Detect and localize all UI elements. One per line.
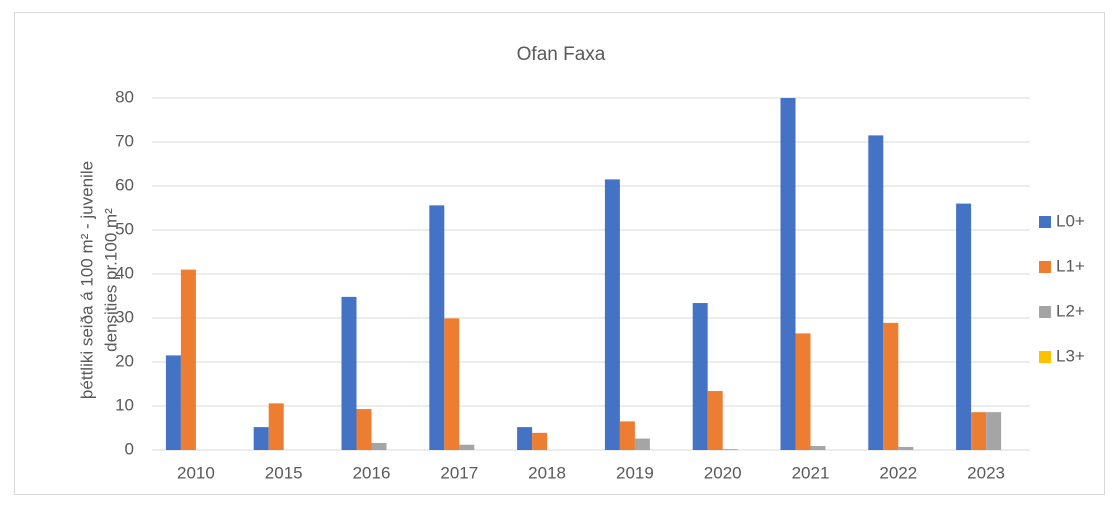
legend-swatch bbox=[1039, 216, 1051, 228]
y-axis-title-line: þéttliki seiða á 100 m² - juvenile bbox=[77, 161, 96, 399]
x-tick-label: 2017 bbox=[440, 463, 478, 482]
x-tick-label: 2020 bbox=[704, 463, 742, 482]
y-tick-label: 70 bbox=[115, 131, 134, 150]
bar bbox=[868, 135, 884, 450]
y-tick-label: 20 bbox=[115, 351, 134, 370]
legend-label: L1+ bbox=[1056, 256, 1085, 275]
y-axis-title-line: densities pr.100 m² bbox=[101, 208, 120, 352]
bar bbox=[634, 438, 650, 450]
bar bbox=[459, 444, 475, 450]
y-tick-label: 50 bbox=[115, 219, 134, 238]
legend-swatch bbox=[1039, 351, 1051, 363]
legend-label: L2+ bbox=[1056, 301, 1085, 320]
x-tick-label: 2015 bbox=[265, 463, 303, 482]
y-axis-title: þéttliki seiða á 100 m² - juvenile densi… bbox=[77, 161, 120, 399]
bar bbox=[986, 412, 1002, 450]
x-tick-label: 2023 bbox=[967, 463, 1005, 482]
chart-title: Ofan Faxa bbox=[517, 44, 606, 65]
x-tick-label: 2018 bbox=[528, 463, 566, 482]
bar bbox=[429, 205, 445, 450]
bar bbox=[898, 446, 914, 450]
bar bbox=[795, 333, 811, 450]
bar bbox=[956, 203, 972, 450]
bar bbox=[517, 427, 533, 450]
y-tick-label: 0 bbox=[125, 439, 134, 458]
legend-swatch bbox=[1039, 306, 1051, 318]
y-tick-label: 60 bbox=[115, 175, 134, 194]
legend-label: L0+ bbox=[1056, 211, 1085, 230]
bar bbox=[810, 446, 826, 450]
bar bbox=[165, 355, 181, 450]
chart-border bbox=[14, 12, 1105, 495]
bar bbox=[253, 427, 269, 450]
bar bbox=[356, 409, 372, 450]
bar bbox=[180, 269, 196, 450]
bar bbox=[532, 432, 548, 450]
y-tick-label: 10 bbox=[115, 395, 134, 414]
bar bbox=[971, 412, 987, 450]
x-tick-label: 2019 bbox=[616, 463, 654, 482]
bar bbox=[780, 98, 796, 450]
y-tick-label: 40 bbox=[115, 263, 134, 282]
bar bbox=[371, 442, 387, 450]
bar bbox=[722, 449, 738, 450]
y-tick-label: 30 bbox=[115, 307, 134, 326]
x-tick-label: 2010 bbox=[177, 463, 215, 482]
bar bbox=[444, 318, 460, 450]
bar bbox=[883, 322, 899, 450]
x-tick-label: 2016 bbox=[353, 463, 391, 482]
bar bbox=[692, 303, 708, 450]
bar bbox=[619, 421, 635, 450]
bar bbox=[707, 391, 723, 450]
bar bbox=[341, 296, 357, 450]
x-tick-label: 2022 bbox=[879, 463, 917, 482]
legend-label: L3+ bbox=[1056, 346, 1085, 365]
y-tick-label: 80 bbox=[115, 87, 134, 106]
x-tick-label: 2021 bbox=[792, 463, 830, 482]
legend-swatch bbox=[1039, 261, 1051, 273]
bar bbox=[268, 403, 284, 450]
bar bbox=[604, 179, 620, 450]
